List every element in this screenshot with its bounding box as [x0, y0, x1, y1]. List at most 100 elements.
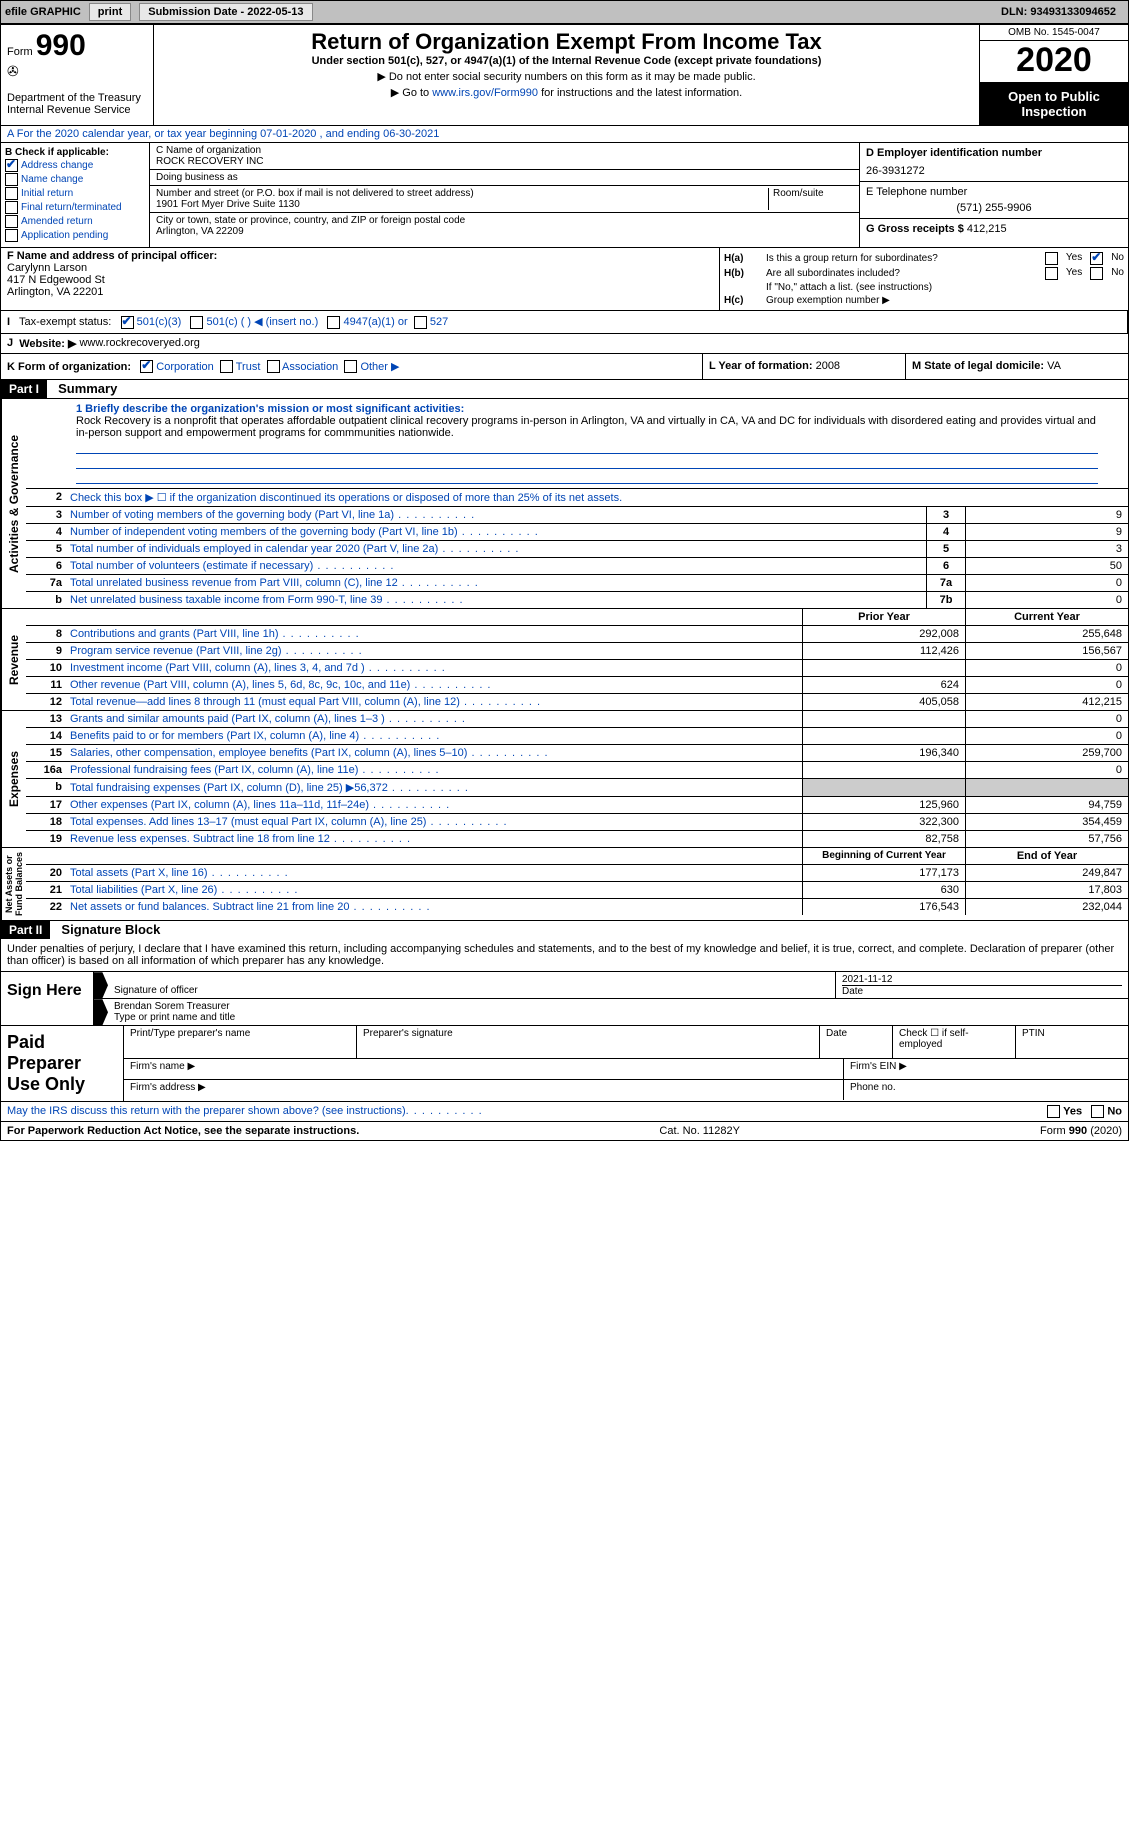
prior-val: 630 — [802, 882, 965, 898]
form-prefix: Form — [7, 46, 33, 58]
line-text: Total unrelated business revenue from Pa… — [66, 575, 926, 591]
sig-officer-cell: Signature of officer — [108, 972, 835, 998]
line-box: 5 — [926, 541, 965, 557]
underline — [76, 469, 1098, 484]
summary-line: 12 Total revenue—add lines 8 through 11 … — [26, 694, 1128, 710]
prior-val: 405,058 — [802, 694, 965, 710]
summary-line: b Net unrelated business taxable income … — [26, 592, 1128, 608]
checkbox-icon — [1090, 252, 1103, 265]
line-num: 9 — [26, 643, 66, 659]
prior-val — [802, 711, 965, 727]
line-num: 3 — [26, 507, 66, 523]
subtitle-1: Under section 501(c), 527, or 4947(a)(1)… — [160, 55, 973, 67]
form-id-block: Form 990 ✇ Department of the Treasury In… — [1, 25, 154, 125]
line-text: Salaries, other compensation, employee b… — [66, 745, 802, 761]
row-j: J Website: ▶ www.rockrecoveryed.org — [1, 334, 1128, 354]
open-to-public: Open to Public Inspection — [980, 83, 1128, 125]
prep-selfemp-hdr: Check ☐ if self-employed — [893, 1026, 1016, 1058]
line-text: Benefits paid to or for members (Part IX… — [66, 728, 802, 744]
current-val: 259,700 — [965, 745, 1128, 761]
part-ii-title: Signature Block — [53, 922, 160, 937]
summary-line: 20 Total assets (Part X, line 16) 177,17… — [26, 865, 1128, 882]
line-num: 22 — [26, 899, 66, 915]
part-ii-tag: Part II — [1, 921, 50, 939]
firm-name-label: Firm's name ▶ — [124, 1059, 844, 1079]
chk-application-pending: Application pending — [5, 229, 145, 242]
section-h: H(a) Is this a group return for subordin… — [719, 248, 1128, 310]
checkbox-icon — [414, 316, 427, 329]
col-k: K Form of organization: Corporation Trus… — [1, 354, 703, 380]
current-val: 156,567 — [965, 643, 1128, 659]
no-label: No — [1107, 1106, 1122, 1118]
mission-text: Rock Recovery is a nonprofit that operat… — [76, 415, 1098, 439]
current-val: 94,759 — [965, 797, 1128, 813]
section-b: B Check if applicable: Address change Na… — [1, 143, 150, 247]
underline — [76, 454, 1098, 469]
ha-label: H(a) — [724, 253, 766, 264]
line-num: 16a — [26, 762, 66, 778]
line-val: 9 — [965, 507, 1128, 523]
row-a-tax-year: A For the 2020 calendar year, or tax yea… — [1, 126, 1128, 143]
opt-4947: 4947(a)(1) or — [343, 316, 407, 328]
line-text: Total expenses. Add lines 13–17 (must eq… — [66, 814, 802, 830]
irs-form990-link[interactable]: www.irs.gov/Form990 — [432, 87, 538, 99]
line-text: Professional fundraising fees (Part IX, … — [66, 762, 802, 778]
officer-name: Carylynn Larson — [7, 262, 713, 274]
section-fh: F Name and address of principal officer:… — [1, 248, 1128, 311]
chk-final-return: Final return/terminated — [5, 201, 145, 214]
line-box: 6 — [926, 558, 965, 574]
footer-bottom: For Paperwork Reduction Act Notice, see … — [1, 1122, 1128, 1140]
line-text: Grants and similar amounts paid (Part IX… — [66, 711, 802, 727]
org-name: ROCK RECOVERY INC — [156, 156, 853, 167]
preparer-table: Paid Preparer Use Only Print/Type prepar… — [1, 1025, 1128, 1102]
submission-date: Submission Date - 2022-05-13 — [139, 3, 312, 21]
checkbox-icon — [5, 201, 18, 214]
org-name-block: C Name of organization ROCK RECOVERY INC — [150, 143, 859, 170]
chk-label: Initial return — [21, 188, 73, 199]
paid-preparer-label: Paid Preparer Use Only — [1, 1026, 123, 1101]
sig-date-cell: 2021-11-12 Date — [835, 972, 1128, 998]
line-num: 7a — [26, 575, 66, 591]
current-val: 0 — [965, 711, 1128, 727]
arrow-icon — [94, 972, 108, 998]
line-num: 19 — [26, 831, 66, 847]
row-klm: K Form of organization: Corporation Trus… — [1, 354, 1128, 381]
prior-val: 82,758 — [802, 831, 965, 847]
form-title: Return of Organization Exempt From Incom… — [160, 29, 973, 55]
checkbox-icon — [140, 360, 153, 373]
room-suite: Room/suite — [769, 188, 853, 210]
j-text: Website: ▶ — [19, 337, 76, 350]
hc-label: H(c) — [724, 295, 766, 306]
checkbox-icon — [5, 229, 18, 242]
i-label: I — [7, 316, 10, 328]
rotated-netassets: Net Assets orFund Balances — [1, 848, 26, 920]
dept-treasury: Department of the Treasury Internal Reve… — [7, 92, 147, 116]
l-value: 2008 — [816, 360, 840, 372]
sign-here-label: Sign Here — [1, 972, 93, 1025]
line-val: 0 — [965, 592, 1128, 608]
prior-val: 624 — [802, 677, 965, 693]
line-num: 20 — [26, 865, 66, 881]
ein-label: D Employer identification number — [866, 147, 1122, 159]
opt-527: 527 — [430, 316, 448, 328]
prior-val: 177,173 — [802, 865, 965, 881]
line-text: Total number of volunteers (estimate if … — [66, 558, 926, 574]
line-text: Contributions and grants (Part VIII, lin… — [66, 626, 802, 642]
firm-addr-label: Firm's address ▶ — [124, 1080, 844, 1100]
print-button[interactable]: print — [89, 3, 131, 21]
line-num: 4 — [26, 524, 66, 540]
line-num: b — [26, 779, 66, 796]
rotated-revenue: Revenue — [1, 609, 26, 710]
opt-assoc: Association — [282, 361, 338, 373]
part-i-tag: Part I — [1, 380, 47, 398]
line-num: 5 — [26, 541, 66, 557]
line-text: Total assets (Part X, line 16) — [66, 865, 802, 881]
subtitle-2: ▶ Do not enter social security numbers o… — [160, 70, 973, 83]
mission-block: 1 Briefly describe the organization's mi… — [26, 399, 1128, 488]
line-val: 0 — [965, 575, 1128, 591]
phone-value: (571) 255-9906 — [866, 202, 1122, 214]
line-num: 21 — [26, 882, 66, 898]
underline — [76, 439, 1098, 454]
current-val: 412,215 — [965, 694, 1128, 710]
chk-name-change: Name change — [5, 173, 145, 186]
